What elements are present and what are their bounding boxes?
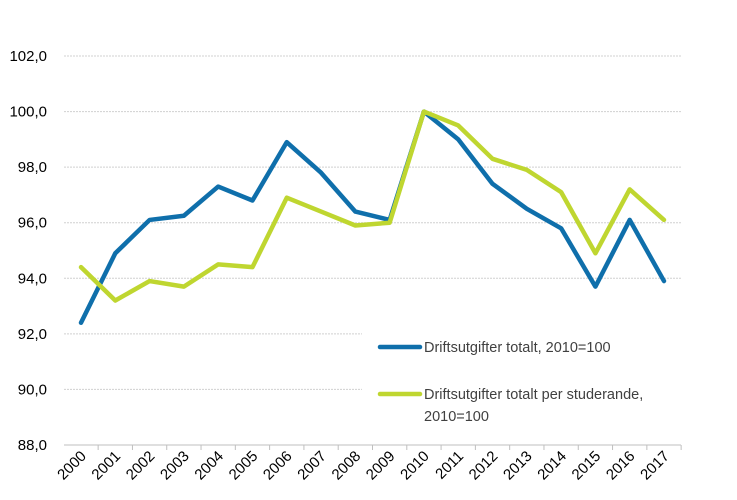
- series-line-2: [78, 109, 667, 303]
- x-tick-label: 2009: [363, 448, 399, 484]
- x-tick-label: 2008: [329, 448, 365, 484]
- x-tick-label: 2005: [226, 448, 262, 484]
- x-tick-label: 2011: [432, 448, 467, 483]
- y-tick-label: 94,0: [18, 270, 47, 287]
- y-tick-label: 98,0: [18, 159, 47, 176]
- legend-label-series-2-line-1: Driftsutgifter totalt per studerande,: [424, 387, 643, 403]
- y-tick-label: 92,0: [18, 326, 47, 343]
- x-tick-label: 2004: [191, 448, 227, 484]
- x-tick-label: 2016: [603, 448, 639, 484]
- x-tick-label: 2002: [123, 448, 159, 484]
- legend: Driftsutgifter totalt, 2010=100 Driftsut…: [377, 340, 643, 425]
- x-tick-label: 2015: [569, 448, 605, 484]
- x-tick-label: 2003: [157, 448, 193, 484]
- y-tick-label: 96,0: [18, 215, 47, 232]
- x-tick-label: 2010: [397, 448, 433, 484]
- x-tick-label: 2007: [294, 448, 330, 484]
- y-tick-label: 100,0: [9, 104, 47, 121]
- series-line-1: [78, 109, 667, 325]
- x-tick-label: 2001: [89, 448, 125, 484]
- legend-label-series-1: Driftsutgifter totalt, 2010=100: [424, 340, 611, 356]
- x-tick-label: 2006: [260, 448, 296, 484]
- x-tick-label: 2000: [54, 448, 90, 484]
- x-tick-label: 2013: [500, 448, 536, 484]
- y-tick-label: 90,0: [18, 381, 47, 398]
- y-tick-label: 102,0: [9, 48, 47, 65]
- legend-label-series-2-line-2: 2010=100: [424, 409, 489, 425]
- x-tick-label: 2014: [534, 448, 570, 484]
- x-tick-label: 2012: [466, 448, 502, 484]
- x-tick-label: 2017: [637, 448, 673, 484]
- y-tick-label: 88,0: [18, 437, 47, 454]
